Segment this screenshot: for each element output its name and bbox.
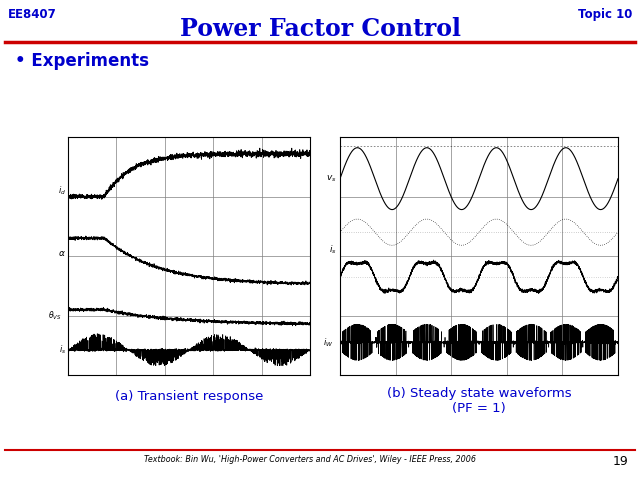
Text: $i_{d}$: $i_{d}$ <box>58 184 66 197</box>
Text: $i_s$: $i_s$ <box>59 344 66 356</box>
Text: $\alpha$: $\alpha$ <box>58 249 66 258</box>
Text: $v_s$: $v_s$ <box>326 173 337 184</box>
Text: 19: 19 <box>612 455 628 468</box>
Text: $i_W$: $i_W$ <box>323 336 333 348</box>
Text: Textbook: Bin Wu, 'High-Power Converters and AC Drives', Wiley - IEEE Press, 200: Textbook: Bin Wu, 'High-Power Converters… <box>144 455 476 464</box>
Text: Topic 10: Topic 10 <box>578 8 632 21</box>
Text: 0.2: 0.2 <box>69 231 81 240</box>
Text: $\theta_{VS}$: $\theta_{VS}$ <box>49 309 62 322</box>
Text: 0.5: 0.5 <box>69 159 81 168</box>
Text: $i_s$: $i_s$ <box>330 244 337 256</box>
Text: • Experiments: • Experiments <box>15 52 149 70</box>
Text: EE8407: EE8407 <box>8 8 57 21</box>
Text: 0: 0 <box>69 353 74 361</box>
Text: (b) Steady state waveforms
(PF = 1): (b) Steady state waveforms (PF = 1) <box>387 387 572 415</box>
Text: 0.03: 0.03 <box>69 312 84 319</box>
Text: Power Factor Control: Power Factor Control <box>179 17 461 41</box>
Text: (a) Transient response: (a) Transient response <box>115 390 263 403</box>
